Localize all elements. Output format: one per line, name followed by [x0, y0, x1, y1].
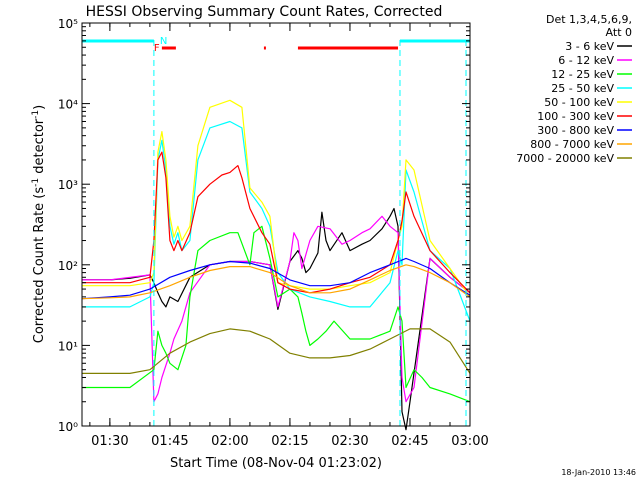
- series-line-4: [82, 120, 471, 322]
- series-line-6: [82, 151, 471, 294]
- y-axis-label-sup-1: -1: [31, 178, 41, 187]
- x-tick-label-4: 02:15: [271, 434, 308, 449]
- plot-area: NF: [81, 36, 471, 431]
- y-tick-label-6: 10⁵: [58, 17, 78, 31]
- legend-label-7: 300 - 800 keV: [537, 124, 614, 137]
- legend-label-4: 25 - 50 keV: [551, 82, 614, 95]
- y-tick-label-3: 10²: [58, 259, 78, 273]
- x-tick-label-5: 02:30: [331, 434, 368, 449]
- series-line-1: [82, 207, 471, 431]
- legend-label-8: 800 - 7000 keV: [530, 138, 614, 151]
- x-tick-label-6: 02:45: [391, 434, 428, 449]
- y-tick-label-5: 10⁴: [58, 98, 78, 112]
- x-axis-label: Start Time (08-Nov-04 01:23:02): [170, 456, 382, 471]
- series-line-2: [82, 215, 471, 403]
- chart-title: HESSI Observing Summary Count Rates, Cor…: [86, 4, 443, 20]
- flag-bar-N-1: [82, 39, 154, 43]
- x-tick-label-7: 03:00: [451, 434, 488, 449]
- footer-date: 18-Jan-2010 13:46: [561, 468, 636, 477]
- legend-label-5: 50 - 100 keV: [544, 96, 614, 109]
- x-tick-label-3: 02:00: [211, 434, 248, 449]
- flag-bar-N-2: [399, 39, 470, 43]
- flag-bar-F-2: [263, 46, 266, 50]
- y-tick-label-1: 10⁰: [58, 420, 78, 434]
- y-tick-label-2: 10¹: [58, 339, 78, 353]
- series-line-3: [82, 225, 471, 403]
- x-tick-label-1: 01:30: [91, 434, 128, 449]
- legend-label-1: 3 - 6 keV: [565, 40, 614, 53]
- y-axis-label-end: ): [32, 105, 47, 110]
- series-line-8: [81, 264, 471, 300]
- series-line-7: [81, 257, 471, 300]
- legend-header-detectors: Det 1,3,4,5,6,9,: [546, 13, 632, 26]
- flag-label-F: F: [154, 43, 160, 54]
- legend-header-attenuator: Att 0: [606, 26, 632, 39]
- y-axis-label-mid: detector: [32, 118, 47, 178]
- legend-label-2: 6 - 12 keV: [558, 54, 614, 67]
- flag-bar-F-1: [161, 46, 176, 50]
- y-axis-label-main: Corrected Count Rate (s: [32, 187, 47, 344]
- legend-label-6: 100 - 300 keV: [537, 110, 614, 123]
- legend-label-3: 12 - 25 keV: [551, 68, 614, 81]
- plot-frame: [81, 22, 471, 427]
- series-line-5: [82, 99, 471, 298]
- legend-label-9: 7000 - 20000 keV: [516, 152, 614, 165]
- y-axis: 10⁰ 10¹ 10² 10³ 10⁴ 10⁵: [58, 17, 470, 434]
- series-line-9: [82, 328, 471, 374]
- flag-bar-F-3: [297, 46, 398, 50]
- y-axis-label-sup-2: -1: [31, 110, 41, 119]
- y-axis-label: Corrected Count Rate (s-1 detector-1): [31, 105, 47, 343]
- x-axis: 01:30 01:45 02:00 02:15 02:30 02:45 03:00: [89, 23, 489, 449]
- flag-label-N: N: [160, 36, 167, 47]
- y-tick-label-4: 10³: [58, 178, 78, 192]
- x-tick-label-2: 01:45: [151, 434, 188, 449]
